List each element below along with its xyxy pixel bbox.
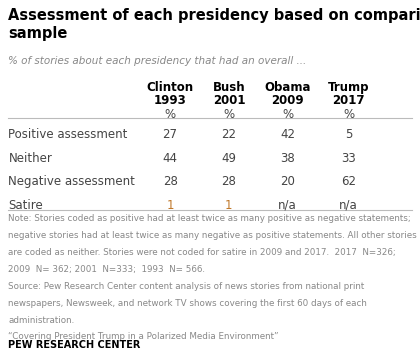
Text: % of stories about each presidency that had an overall ...: % of stories about each presidency that … bbox=[8, 56, 307, 66]
Text: negative stories had at least twice as many negative as positive statements. All: negative stories had at least twice as m… bbox=[8, 231, 417, 240]
Text: 2001: 2001 bbox=[213, 94, 245, 107]
Text: newspapers, Newsweek, and network TV shows covering the first 60 days of each: newspapers, Newsweek, and network TV sho… bbox=[8, 299, 367, 308]
Text: Source: Pew Research Center content analysis of news stories from national print: Source: Pew Research Center content anal… bbox=[8, 282, 365, 291]
Text: Positive assessment: Positive assessment bbox=[8, 128, 128, 141]
Text: 22: 22 bbox=[221, 128, 236, 141]
Text: Bush: Bush bbox=[213, 81, 245, 94]
Text: Obama: Obama bbox=[265, 81, 311, 94]
Text: 49: 49 bbox=[221, 152, 236, 165]
Text: 28: 28 bbox=[163, 175, 178, 188]
Text: are coded as neither. Stories were not coded for satire in 2009 and 2017.  2017 : are coded as neither. Stories were not c… bbox=[8, 248, 396, 257]
Text: n/a: n/a bbox=[278, 199, 297, 212]
Text: 42: 42 bbox=[280, 128, 295, 141]
Text: %: % bbox=[165, 108, 176, 121]
Text: Note: Stories coded as positive had at least twice as many positive as negative : Note: Stories coded as positive had at l… bbox=[8, 214, 411, 223]
Text: Negative assessment: Negative assessment bbox=[8, 175, 135, 188]
Text: 38: 38 bbox=[280, 152, 295, 165]
Text: Clinton: Clinton bbox=[147, 81, 194, 94]
Text: Satire: Satire bbox=[8, 199, 43, 212]
Text: 20: 20 bbox=[280, 175, 295, 188]
Text: 28: 28 bbox=[221, 175, 236, 188]
Text: PEW RESEARCH CENTER: PEW RESEARCH CENTER bbox=[8, 340, 141, 350]
Text: 1993: 1993 bbox=[154, 94, 186, 107]
Text: %: % bbox=[282, 108, 293, 121]
Text: %: % bbox=[223, 108, 234, 121]
Text: 5: 5 bbox=[345, 128, 352, 141]
Text: 2017: 2017 bbox=[332, 94, 365, 107]
Text: 62: 62 bbox=[341, 175, 356, 188]
Text: administration.: administration. bbox=[8, 316, 75, 325]
Text: Neither: Neither bbox=[8, 152, 52, 165]
Text: 2009  N= 362; 2001  N=333;  1993  N= 566.: 2009 N= 362; 2001 N=333; 1993 N= 566. bbox=[8, 265, 205, 274]
Text: Assessment of each presidency based on comparison
sample: Assessment of each presidency based on c… bbox=[8, 8, 420, 41]
Text: 2009: 2009 bbox=[271, 94, 304, 107]
Text: 27: 27 bbox=[163, 128, 178, 141]
Text: n/a: n/a bbox=[339, 199, 358, 212]
Text: 1: 1 bbox=[166, 199, 174, 212]
Text: Trump: Trump bbox=[328, 81, 369, 94]
Text: “Covering President Trump in a Polarized Media Environment”: “Covering President Trump in a Polarized… bbox=[8, 332, 279, 342]
Text: 1: 1 bbox=[225, 199, 233, 212]
Text: %: % bbox=[343, 108, 354, 121]
Text: 44: 44 bbox=[163, 152, 178, 165]
Text: 33: 33 bbox=[341, 152, 356, 165]
